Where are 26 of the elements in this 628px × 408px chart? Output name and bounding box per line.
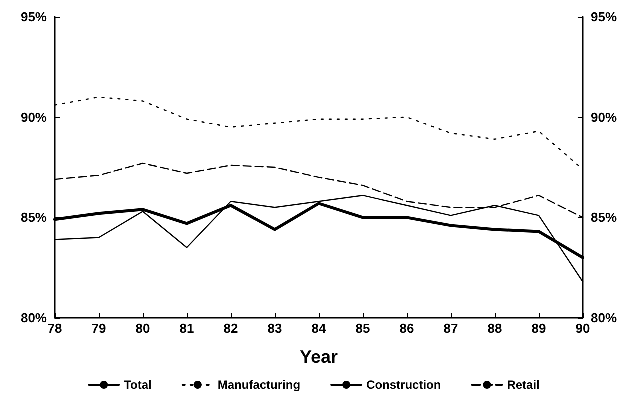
x-tick-label: 86 <box>400 321 414 336</box>
x-tick-label: 87 <box>444 321 458 336</box>
x-tick-label: 82 <box>224 321 238 336</box>
x-tick-label: 83 <box>268 321 282 336</box>
y2-tick-label: 90% <box>590 110 618 125</box>
x-tick-label: 88 <box>488 321 502 336</box>
legend-label: Construction <box>366 378 442 392</box>
legend-label: Retail <box>507 378 540 392</box>
x-tick-label: 79 <box>92 321 106 336</box>
y2-tick-label: 85% <box>590 210 618 226</box>
y-tick-label: 80% <box>20 310 48 326</box>
x-axis-title: Year <box>300 347 338 367</box>
y-tick-label: 90% <box>20 110 48 125</box>
x-tick-label: 84 <box>312 321 327 336</box>
x-tick-label: 89 <box>532 321 546 336</box>
x-tick-label: 78 <box>48 321 62 336</box>
x-tick-label: 90 <box>576 321 590 336</box>
y2-tick-label: 80% <box>590 310 618 326</box>
legend-label: Manufacturing <box>218 378 301 392</box>
x-tick-label: 85 <box>356 321 370 336</box>
x-tick-label: 80 <box>136 321 150 336</box>
legend-label: Total <box>124 378 152 392</box>
y-tick-label: 85% <box>20 210 48 226</box>
x-tick-label: 81 <box>180 321 194 336</box>
y2-tick-label: 95% <box>590 10 618 24</box>
y-tick-label: 95% <box>20 10 48 24</box>
